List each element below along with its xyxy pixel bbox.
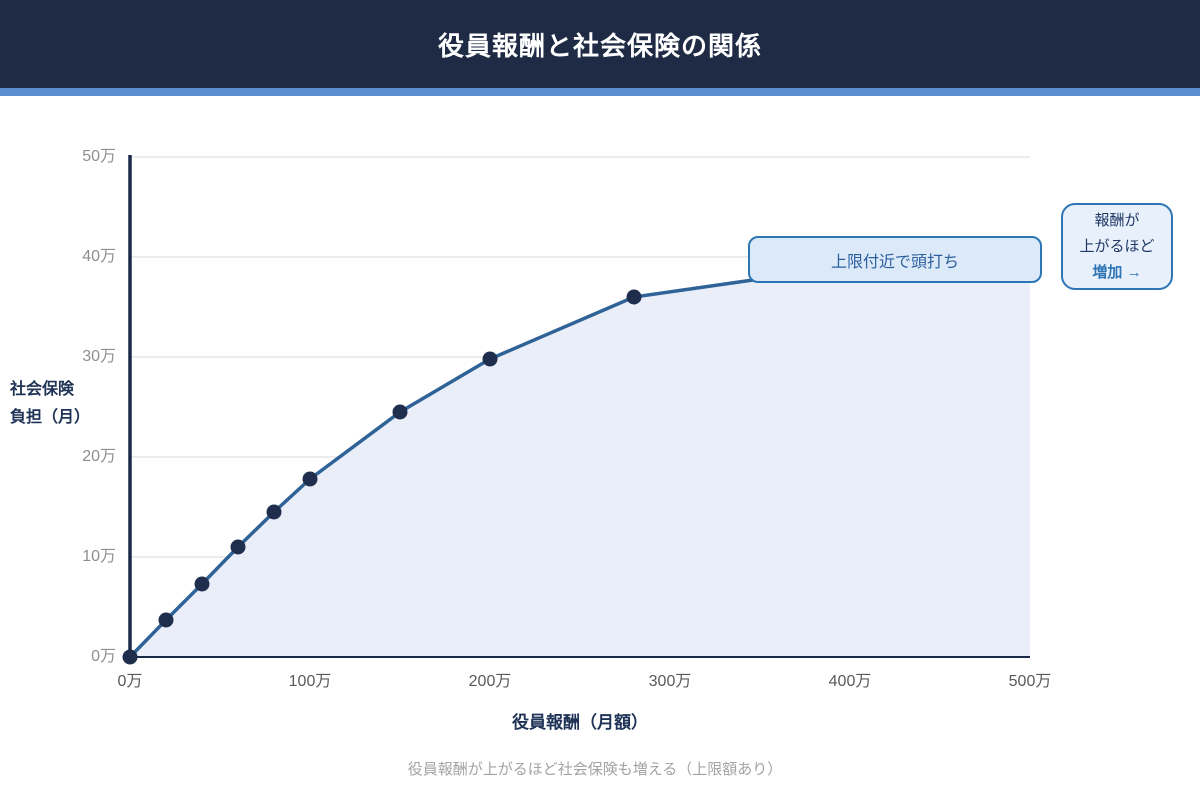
y-axis-title: 社会保険 負担（月） xyxy=(10,376,90,432)
annotation-cap-callout-label: 上限付近で頭打ち xyxy=(830,253,959,271)
data-point xyxy=(302,471,318,487)
y-axis-title-line1: 社会保険 xyxy=(10,381,75,398)
side-note-line2: 上がるほど xyxy=(1079,237,1155,255)
header-bar: 役員報酬と社会保険の関係 xyxy=(0,0,1200,88)
series-area xyxy=(130,277,1030,657)
data-point xyxy=(626,289,642,305)
side-note-highlight: 増加 → xyxy=(1092,263,1142,281)
data-point xyxy=(158,612,174,628)
y-axis-title-line2: 負担（月） xyxy=(10,409,91,426)
side-note-box: 報酬が 上がるほど 増加 → xyxy=(1061,203,1173,290)
header-accent-strip xyxy=(0,88,1200,96)
data-point xyxy=(266,504,282,520)
side-note-line1: 報酬が xyxy=(1094,211,1140,229)
annotation-cap-callout: 上限付近で頭打ち xyxy=(748,236,1042,283)
data-point xyxy=(392,404,408,420)
data-point xyxy=(194,576,210,592)
x-axis-title: 役員報酬（月額） xyxy=(512,713,648,732)
data-point xyxy=(122,649,138,665)
chart-caption: 役員報酬が上がるほど社会保険も増える（上限額あり） xyxy=(407,761,783,778)
data-point xyxy=(482,351,498,367)
page-title: 役員報酬と社会保険の関係 xyxy=(437,30,762,61)
data-point xyxy=(230,539,246,555)
